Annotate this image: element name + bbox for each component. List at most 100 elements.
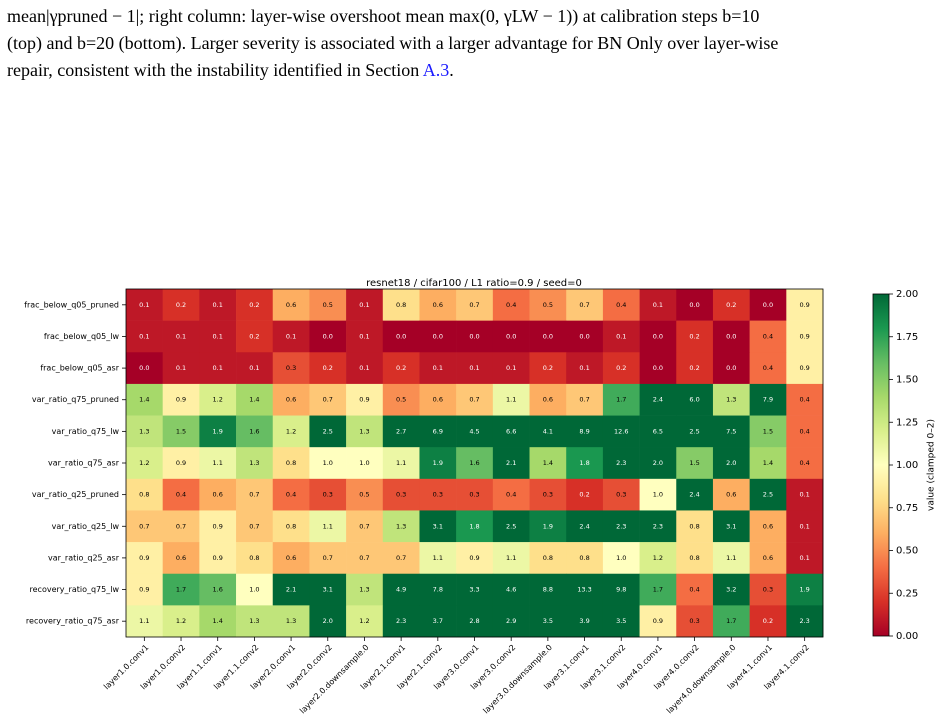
caption-text: .	[449, 60, 454, 80]
cell-label: 2.3	[799, 617, 809, 625]
heatmap-cell	[786, 415, 824, 448]
heatmap-cell	[712, 573, 750, 606]
heatmap-cell	[382, 320, 420, 353]
cell-label: 0.2	[249, 301, 259, 309]
cell-label: 1.2	[286, 427, 296, 435]
cell-label: 0.9	[799, 301, 809, 309]
cell-label: 4.6	[506, 586, 516, 594]
cell-label: 0.7	[359, 554, 369, 562]
heatmap-cell	[126, 447, 163, 480]
heatmap-cell	[199, 510, 237, 543]
cell-label: 2.5	[506, 522, 516, 530]
heatmap-cell	[786, 573, 824, 606]
heatmap-cell	[456, 320, 494, 353]
colorbar-tick-label: 0.00	[896, 631, 918, 642]
cell-label: 0.1	[249, 364, 259, 372]
cell-label: 7.5	[726, 427, 736, 435]
cell-label: 0.1	[176, 364, 186, 372]
cell-label: 0.2	[579, 491, 589, 499]
cell-label: 0.8	[579, 554, 589, 562]
section-link[interactable]: A.3	[422, 60, 450, 80]
cell-label: 0.9	[213, 554, 223, 562]
heatmap-cell	[126, 320, 163, 353]
heatmap-cell	[639, 415, 677, 448]
heatmap-cell	[309, 478, 347, 511]
heatmap-cell	[236, 510, 274, 543]
plot-frame	[125, 288, 824, 638]
heatmap-cell	[382, 289, 420, 321]
cell-label: 2.3	[616, 459, 626, 467]
cell-label: 0.7	[323, 396, 333, 404]
cell-label: 0.7	[396, 554, 406, 562]
heatmap-cell	[786, 447, 824, 480]
cell-label: 1.3	[286, 617, 296, 625]
heatmap-cell	[419, 542, 457, 575]
cell-label: 0.7	[249, 491, 259, 499]
cell-label: 0.6	[543, 396, 553, 404]
cell-label: 3.3	[469, 586, 479, 594]
heatmap-cell	[566, 478, 604, 511]
cell-label: 1.1	[213, 459, 223, 467]
heatmap-cell	[456, 510, 494, 543]
cell-label: 0.2	[176, 301, 186, 309]
cell-label: 0.8	[286, 522, 296, 530]
heatmap-cell	[419, 320, 457, 353]
heatmap-cell	[712, 352, 750, 385]
y-tick-label: var_ratio_q25_pruned	[32, 490, 119, 499]
heatmap-cell	[346, 289, 384, 321]
heatmap-cell	[712, 289, 750, 321]
cell-label: 0.5	[396, 396, 406, 404]
heatmap-cell	[529, 605, 567, 638]
cell-label: 0.4	[763, 332, 773, 340]
cell-label: 0.0	[543, 332, 553, 340]
heatmap-cell	[639, 510, 677, 543]
cell-label: 0.1	[213, 364, 223, 372]
heatmap-cell	[529, 478, 567, 511]
heatmap-cell	[602, 289, 640, 321]
heatmap-cell	[162, 352, 200, 385]
cell-label: 0.8	[249, 554, 259, 562]
heatmap-cell	[566, 573, 604, 606]
heatmap-cell	[456, 415, 494, 448]
cell-label: 0.6	[176, 554, 186, 562]
cell-label: 2.1	[286, 586, 296, 594]
cell-label: 0.8	[286, 459, 296, 467]
cell-label: 0.7	[579, 301, 589, 309]
heatmap-cell	[272, 510, 310, 543]
cell-label: 0.9	[139, 586, 149, 594]
heatmap-cell	[419, 447, 457, 480]
cell-label: 1.5	[763, 427, 773, 435]
cell-label: 3.1	[323, 586, 333, 594]
heatmap-cell	[712, 510, 750, 543]
cell-label: 2.0	[323, 617, 333, 625]
heatmap-cell	[676, 320, 714, 353]
heatmap-cell	[492, 383, 530, 416]
cell-label: 0.1	[359, 301, 369, 309]
heatmap-cell	[272, 352, 310, 385]
cell-label: 0.0	[653, 364, 663, 372]
heatmap-cell	[162, 542, 200, 575]
heatmap-cell	[199, 289, 237, 321]
cell-label: 0.5	[323, 301, 333, 309]
heatmap-cell	[126, 415, 163, 448]
heatmap-cell	[199, 542, 237, 575]
cell-label: 0.2	[323, 364, 333, 372]
cell-label: 0.6	[726, 491, 736, 499]
cell-label: 0.6	[286, 554, 296, 562]
heatmap-cell	[492, 415, 530, 448]
cell-label: 1.2	[176, 617, 186, 625]
heatmap-cell	[529, 289, 567, 321]
x-tick-label: layer4.0.downsample.0	[665, 643, 738, 716]
heatmap-cell	[162, 320, 200, 353]
heatmap-cell	[419, 415, 457, 448]
heatmap-cell	[749, 383, 787, 416]
cell-label: 1.6	[213, 586, 223, 594]
cell-label: 0.9	[799, 364, 809, 372]
heatmap-cell	[382, 573, 420, 606]
cell-label: 0.3	[469, 491, 479, 499]
cell-label: 1.1	[433, 554, 443, 562]
cell-label: 3.7	[433, 617, 443, 625]
heatmap-cell	[676, 289, 714, 321]
heatmap-cell	[346, 510, 384, 543]
heatmap-cell	[676, 510, 714, 543]
